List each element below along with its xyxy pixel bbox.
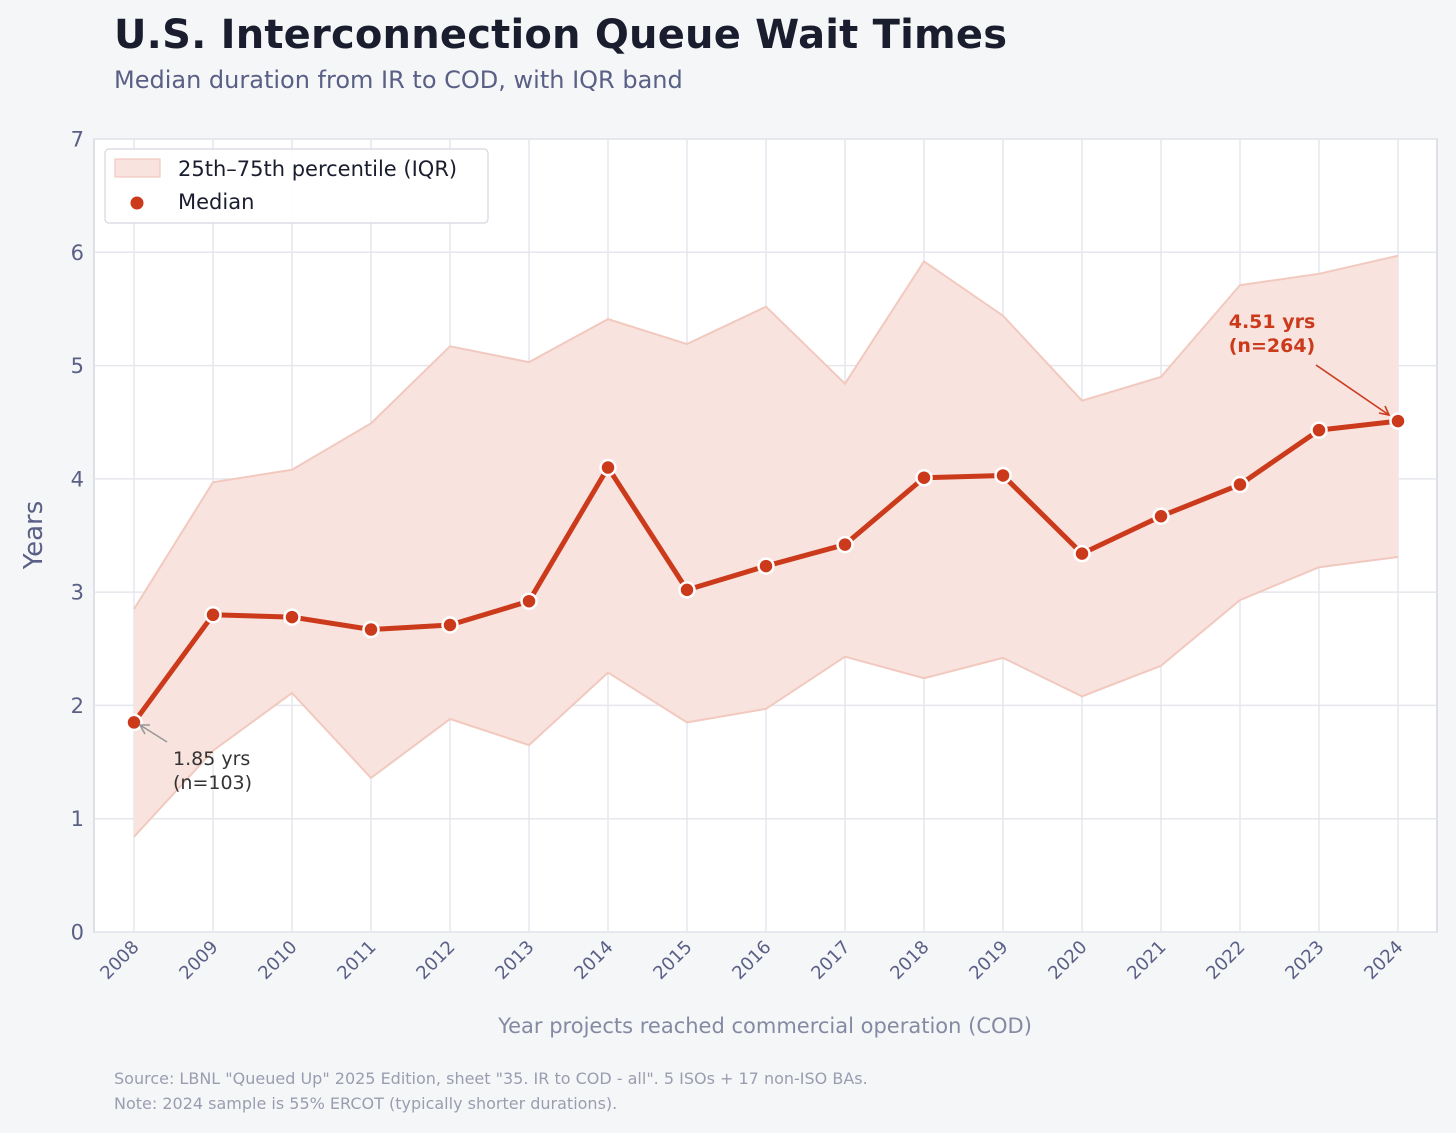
y-tick-label: 6 bbox=[71, 241, 84, 265]
median-point bbox=[1152, 507, 1170, 525]
legend-label-iqr: 25th–75th percentile (IQR) bbox=[178, 157, 457, 181]
median-point bbox=[678, 581, 696, 599]
x-tick-label: 2011 bbox=[333, 937, 380, 984]
x-tick-label: 2023 bbox=[1281, 937, 1328, 984]
y-tick-label: 4 bbox=[71, 467, 84, 491]
end-annotation-arrowhead bbox=[1378, 405, 1391, 417]
x-tick-label: 2022 bbox=[1202, 937, 1249, 984]
median-point bbox=[599, 458, 617, 477]
chart-title: U.S. Interconnection Queue Wait Times bbox=[114, 12, 1008, 58]
y-tick-label: 7 bbox=[71, 128, 84, 152]
median-point bbox=[757, 557, 775, 575]
x-tick-label: 2021 bbox=[1123, 937, 1170, 984]
start-annotation-arrow bbox=[139, 724, 168, 743]
y-tick-label: 3 bbox=[71, 581, 84, 605]
median-point bbox=[1231, 475, 1249, 494]
legend: 25th–75th percentile (IQR) Median bbox=[104, 148, 489, 224]
legend-swatch-iqr bbox=[114, 158, 161, 178]
start-annotation-arrowhead bbox=[138, 724, 150, 735]
median-point bbox=[994, 466, 1012, 485]
x-tick-label: 2020 bbox=[1044, 937, 1091, 984]
y-axis-ticks: 0 1 2 3 4 5 6 7 bbox=[71, 128, 84, 945]
source-note: Source: LBNL "Queued Up" 2025 Edition, s… bbox=[114, 1069, 868, 1088]
start-annotation-value: 1.85 yrs bbox=[173, 748, 250, 770]
x-tick-label: 2016 bbox=[728, 937, 775, 984]
median-point bbox=[125, 713, 143, 732]
x-tick-label: 2008 bbox=[96, 937, 143, 984]
end-annotation-value: 4.51 yrs bbox=[1229, 311, 1316, 333]
legend-swatch-median bbox=[130, 196, 144, 210]
median-point bbox=[1073, 544, 1091, 563]
iqr-upper-edge bbox=[133, 254, 1399, 610]
iqr-band bbox=[133, 254, 1399, 838]
sample-note: Note: 2024 sample is 55% ERCOT (typicall… bbox=[114, 1094, 618, 1113]
iqr-lower-edge bbox=[133, 556, 1399, 838]
median-point bbox=[520, 592, 538, 610]
y-tick-label: 0 bbox=[71, 921, 84, 945]
x-tick-label: 2015 bbox=[649, 937, 696, 984]
median-point bbox=[283, 608, 301, 626]
x-axis-label: Year projects reached commercial operati… bbox=[497, 1014, 1032, 1038]
y-tick-label: 5 bbox=[71, 354, 84, 378]
x-tick-label: 2024 bbox=[1360, 937, 1407, 984]
median-point bbox=[1310, 421, 1328, 439]
median-point bbox=[1389, 412, 1407, 430]
annotations: 1.85 yrs (n=103) 4.51 yrs (n=264) bbox=[138, 311, 1391, 794]
x-tick-label: 2012 bbox=[412, 937, 459, 984]
legend-label-median: Median bbox=[178, 190, 254, 214]
end-annotation-arrow bbox=[1315, 364, 1390, 416]
start-annotation-count: (n=103) bbox=[173, 772, 252, 794]
x-tick-label: 2019 bbox=[965, 937, 1012, 984]
x-tick-label: 2017 bbox=[807, 937, 854, 984]
median-point bbox=[362, 620, 380, 639]
median-point bbox=[915, 468, 933, 487]
chart-subtitle: Median duration from IR to COD, with IQR… bbox=[114, 66, 683, 94]
y-tick-label: 1 bbox=[71, 807, 84, 831]
legend-box bbox=[104, 148, 489, 224]
x-tick-label: 2010 bbox=[254, 937, 301, 984]
end-annotation-count: (n=264) bbox=[1229, 335, 1315, 357]
x-tick-label: 2014 bbox=[570, 937, 617, 984]
x-tick-label: 2013 bbox=[491, 937, 538, 984]
x-tick-label: 2018 bbox=[886, 937, 933, 984]
x-axis-ticks: 2008 2009 2010 2011 2012 2013 2014 2015 2016 2017… bbox=[96, 937, 1407, 984]
median-point bbox=[204, 606, 222, 624]
y-tick-label: 2 bbox=[71, 694, 84, 718]
median-series bbox=[125, 412, 1407, 732]
median-point bbox=[836, 535, 854, 554]
x-tick-label: 2009 bbox=[175, 937, 222, 984]
y-axis-label: Years bbox=[19, 501, 49, 571]
median-point bbox=[441, 616, 459, 634]
